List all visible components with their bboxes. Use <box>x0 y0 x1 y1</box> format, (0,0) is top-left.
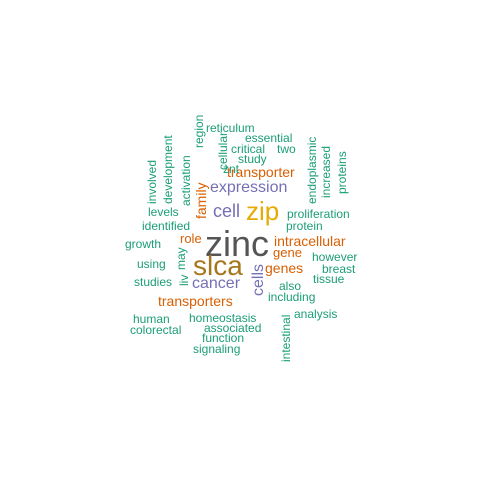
word-human: human <box>133 312 170 326</box>
word-identified: identified <box>142 219 191 233</box>
word-znt: znt <box>223 162 240 176</box>
word-region: region <box>192 114 206 148</box>
word-reticulum: reticulum <box>206 121 255 135</box>
word-genes: genes <box>265 260 304 276</box>
word-critical: critical <box>231 142 266 156</box>
word-also: also <box>279 279 302 293</box>
word-proteins: proteins <box>335 151 349 194</box>
word-signaling: signaling <box>193 342 241 356</box>
word-breast: breast <box>322 262 356 276</box>
word-activation: activation <box>179 155 193 206</box>
word-intestinal: intestinal <box>279 314 293 362</box>
word-cancer: cancer <box>192 275 241 292</box>
word-proliferation: proliferation <box>287 207 350 221</box>
word-including: including <box>268 290 316 304</box>
word-protein: protein <box>286 219 323 233</box>
word-may: may <box>174 247 188 270</box>
word-liv: liv <box>177 274 191 286</box>
word-colorectal: colorectal <box>130 323 182 337</box>
word-two: two <box>277 142 296 156</box>
word-tissue: tissue <box>313 272 345 286</box>
word-studies: studies <box>134 275 173 289</box>
word-cellular: cellular <box>216 131 230 170</box>
word-essential: essential <box>245 131 293 145</box>
word-associated: associated <box>204 321 262 335</box>
word-intracellular: intracellular <box>274 233 346 249</box>
word-analysis: analysis <box>294 307 338 321</box>
word-study: study <box>238 152 267 166</box>
word-function: function <box>202 331 245 345</box>
word-transporter: transporter <box>227 164 295 180</box>
word-endoplasmic: endoplasmic <box>305 136 319 204</box>
word-levels: levels <box>148 205 179 219</box>
word-homeostasis: homeostasis <box>189 311 257 325</box>
word-family: family <box>193 182 209 219</box>
word-zip: zip <box>246 196 280 226</box>
word-involved: involved <box>145 159 159 204</box>
word-development: development <box>161 135 175 204</box>
word-transporters: transporters <box>158 293 233 309</box>
word-cell: cell <box>213 201 241 221</box>
word-using: using <box>137 257 166 271</box>
word-expression: expression <box>210 179 288 196</box>
word-increased: increased <box>319 145 333 198</box>
word-slca: slca <box>193 250 243 281</box>
word-growth: growth <box>125 237 162 251</box>
word-zinc: zinc <box>205 223 270 264</box>
word-however: however <box>312 250 358 264</box>
word-role: role <box>180 231 202 246</box>
word-gene: gene <box>273 245 302 260</box>
